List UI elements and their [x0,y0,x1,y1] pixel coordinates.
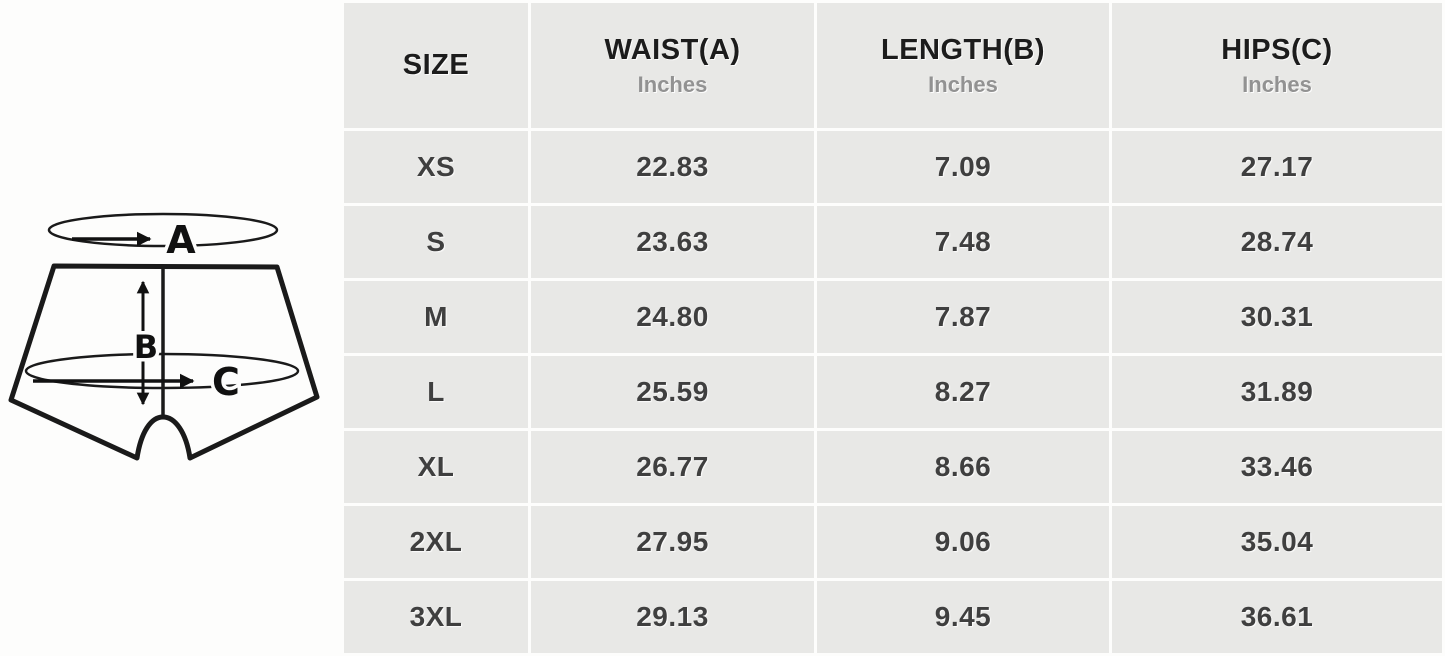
hips-cell: 33.46 [1112,431,1442,503]
hips-ellipse [24,352,300,390]
column-title: LENGTH(B) [881,33,1045,66]
table-row: XS 22.83 7.09 27.17 [344,131,1442,203]
table-row: M 24.80 7.87 30.31 [344,281,1442,353]
size-chart-table: SIZE WAIST(A) Inches LENGTH(B) Inches [341,0,1445,656]
size-cell: XS [344,131,528,203]
shorts-outline [8,263,320,461]
length-cell: 9.45 [817,581,1109,653]
waist-label: A [166,218,196,262]
length-cell: 7.48 [817,206,1109,278]
column-header-size: SIZE [344,3,528,128]
table-row: 3XL 29.13 9.45 36.61 [344,581,1442,653]
length-cell: 9.06 [817,506,1109,578]
hips-cell: 35.04 [1112,506,1442,578]
size-cell: L [344,356,528,428]
column-header-hips: HIPS(C) Inches [1112,3,1442,128]
hips-label: C [212,360,240,404]
waist-cell: 25.59 [531,356,814,428]
waist-cell: 26.77 [531,431,814,503]
column-unit: Inches [1242,71,1312,97]
header-row: SIZE WAIST(A) Inches LENGTH(B) Inches [344,3,1442,128]
waist-cell: 24.80 [531,281,814,353]
column-header-length: LENGTH(B) Inches [817,3,1109,128]
shorts-measurement-diagram: A B C [0,0,341,656]
hips-cell: 36.61 [1112,581,1442,653]
waist-cell: 22.83 [531,131,814,203]
length-label: B [134,328,158,366]
waist-cell: 27.95 [531,506,814,578]
table-row: S 23.63 7.48 28.74 [344,206,1442,278]
table-row: L 25.59 8.27 31.89 [344,356,1442,428]
hips-cell: 30.31 [1112,281,1442,353]
length-cell: 8.66 [817,431,1109,503]
length-cell: 7.09 [817,131,1109,203]
hips-cell: 31.89 [1112,356,1442,428]
length-cell: 8.27 [817,356,1109,428]
column-unit: Inches [928,71,998,97]
size-cell: 2XL [344,506,528,578]
waist-cell: 23.63 [531,206,814,278]
shorts-line-art: A B C [8,212,320,461]
hips-cell: 27.17 [1112,131,1442,203]
length-cell: 7.87 [817,281,1109,353]
column-unit: Inches [637,71,708,97]
column-title: HIPS(C) [1221,33,1333,66]
column-header-waist: WAIST(A) Inches [531,3,814,128]
size-cell: XL [344,431,528,503]
size-cell: M [344,281,528,353]
column-title: SIZE [402,49,470,81]
table-row: 2XL 27.95 9.06 35.04 [344,506,1442,578]
waist-ellipse [47,212,279,248]
waist-cell: 29.13 [531,581,814,653]
size-cell: S [344,206,528,278]
table-row: XL 26.77 8.66 33.46 [344,431,1442,503]
hips-cell: 28.74 [1112,206,1442,278]
size-cell: 3XL [344,581,528,653]
column-title: WAIST(A) [604,33,741,66]
